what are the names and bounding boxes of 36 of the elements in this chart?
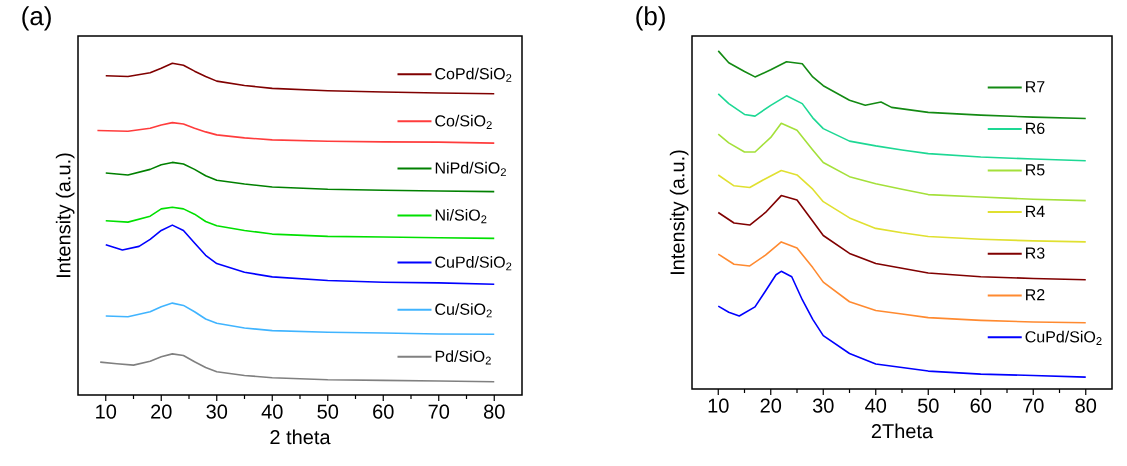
x-tick-label: 50 bbox=[317, 404, 339, 419]
legend-label: R6 bbox=[1026, 122, 1045, 135]
y-axis-title: Intensity (a.u.) bbox=[669, 150, 689, 275]
legend-label: R7 bbox=[1026, 81, 1045, 93]
chart-title: (b) bbox=[636, 6, 665, 31]
x-tick-label: 10 bbox=[96, 404, 117, 419]
x-axis-title: 2Theta bbox=[871, 423, 934, 439]
x-axis-title: 2 theta bbox=[270, 429, 331, 445]
legend-label: R2 bbox=[1026, 289, 1045, 301]
x-tick-label: 20 bbox=[151, 404, 172, 419]
x-tick-label: 30 bbox=[812, 398, 834, 413]
legend-label: NiPd/SiO$_{2}$ bbox=[435, 161, 506, 177]
x-tick-label: 60 bbox=[970, 398, 992, 413]
legend-label: Pd/SiO$_{2}$ bbox=[435, 350, 491, 365]
chart-title: (a) bbox=[22, 6, 51, 31]
x-tick-label: 70 bbox=[428, 404, 450, 419]
x-tick-label: 70 bbox=[1023, 398, 1044, 413]
x-tick-label: 80 bbox=[1075, 398, 1097, 413]
x-tick-label: 50 bbox=[917, 398, 939, 413]
legend-label: Cu/SiO$_{2}$ bbox=[435, 303, 492, 318]
legend-label: CuPd/SiO$_{2}$ bbox=[1025, 330, 1102, 345]
x-tick-label: 10 bbox=[708, 398, 729, 413]
y-axis-title: Intensity (a.u.) bbox=[55, 153, 75, 278]
legend-label: R5 bbox=[1026, 164, 1045, 176]
legend-label: R3 bbox=[1026, 247, 1045, 259]
x-tick-label: 40 bbox=[261, 404, 283, 419]
legend-label: Ni/SiO$_{2}$ bbox=[435, 208, 487, 224]
x-tick-label: 60 bbox=[373, 404, 394, 419]
legend-label: CuPd/SiO$_{2}$ bbox=[435, 256, 512, 271]
x-tick-label: 80 bbox=[483, 404, 505, 419]
x-tick-label: 40 bbox=[865, 398, 887, 413]
legend-label: CoPd/SiO$_{2}$ bbox=[435, 67, 512, 82]
legend-label: R4 bbox=[1026, 205, 1045, 217]
x-tick-label: 20 bbox=[760, 398, 782, 413]
legend-label: Co/SiO$_{2}$ bbox=[435, 114, 492, 129]
x-tick-label: 30 bbox=[206, 404, 228, 419]
